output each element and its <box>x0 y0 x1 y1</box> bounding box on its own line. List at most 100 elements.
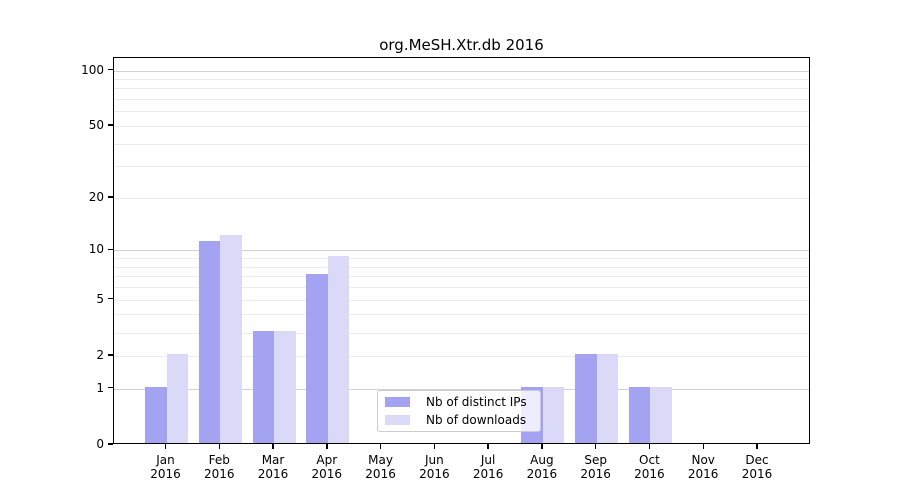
legend-swatch-distinct-ips <box>385 397 410 408</box>
x-tick-month: Jul <box>480 453 496 467</box>
y-tick-label-50: 50 <box>88 117 104 132</box>
x-tick-year: 2016 <box>687 467 719 481</box>
y-tick-20 <box>108 196 113 198</box>
x-tick-year: 2016 <box>203 467 235 481</box>
bar-downloads-aug <box>542 386 565 443</box>
bar-downloads-feb <box>220 234 242 443</box>
gridline-minor-40 <box>114 143 809 145</box>
x-tick-label-mar: Mar 2016 <box>241 453 305 481</box>
x-tick-year: 2016 <box>472 467 504 481</box>
x-tick-label-nov: Nov 2016 <box>671 453 735 481</box>
x-tick-year: 2016 <box>257 467 289 481</box>
x-tick-month: May <box>368 453 393 467</box>
x-tick-label-feb: Feb 2016 <box>187 453 251 481</box>
x-tick-apr <box>326 444 328 449</box>
gridline-minor-20 <box>114 197 809 199</box>
y-tick-label-0: 0 <box>96 437 104 451</box>
x-tick-label-jan: Jan 2016 <box>134 453 198 481</box>
x-tick-month: Oct <box>639 453 660 467</box>
bar-downloads-sep <box>596 353 619 443</box>
bar-downloads-apr <box>327 256 350 443</box>
x-tick-label-jun: Jun 2016 <box>402 453 466 481</box>
x-tick-month: Aug <box>530 453 554 467</box>
gridline-minor-90 <box>114 78 809 80</box>
x-tick-jul <box>487 444 489 449</box>
legend: Nb of distinct IPs Nb of downloads <box>377 390 541 432</box>
gridline-minor-60 <box>114 111 809 113</box>
bar-distinct-ips-feb <box>198 241 221 443</box>
gridline-minor-9 <box>114 258 809 260</box>
x-tick-month: Feb <box>208 453 230 467</box>
y-tick-100 <box>108 68 113 71</box>
x-tick-label-apr: Apr 2016 <box>295 453 359 481</box>
x-tick-year: 2016 <box>580 467 611 481</box>
gridline-major-10 <box>114 250 809 252</box>
bar-distinct-ips-apr <box>306 274 328 443</box>
legend-swatch-downloads <box>385 414 410 425</box>
y-tick-label-2: 2 <box>96 347 104 362</box>
y-tick-label-5: 5 <box>96 291 104 306</box>
y-tick-label-100: 100 <box>81 62 104 77</box>
x-tick-year: 2016 <box>365 467 396 481</box>
x-tick-label-sep: Sep 2016 <box>564 453 628 481</box>
x-tick-aug <box>541 444 543 449</box>
x-tick-year: 2016 <box>311 467 343 481</box>
x-tick-label-dec: Dec 2016 <box>725 453 789 481</box>
x-tick-month: Sep <box>584 453 607 467</box>
gridline-minor-6 <box>114 287 809 289</box>
x-tick-oct <box>648 444 651 449</box>
gridline-minor-7 <box>114 276 809 278</box>
x-tick-may <box>379 444 382 449</box>
bar-distinct-ips-sep <box>575 353 597 443</box>
gridline-major-100 <box>114 70 809 72</box>
gridline-minor-70 <box>114 99 809 101</box>
y-tick-10 <box>108 248 113 251</box>
gridline-minor-30 <box>114 166 809 168</box>
y-tick-1 <box>108 387 113 389</box>
bar-downloads-mar <box>274 330 296 443</box>
y-tick-2 <box>108 354 113 356</box>
y-tick-label-20: 20 <box>88 189 104 204</box>
x-tick-month: Jun <box>424 453 444 467</box>
x-tick-label-may: May 2016 <box>349 453 413 481</box>
x-tick-sep <box>594 444 597 449</box>
legend-row-distinct-ips: Nb of distinct IPs <box>385 394 533 410</box>
gridline-minor-80 <box>114 88 809 90</box>
bar-distinct-ips-jan <box>145 386 167 443</box>
gridline-minor-4 <box>114 314 809 316</box>
x-tick-year: 2016 <box>419 467 450 481</box>
x-tick-month: Apr <box>316 453 338 467</box>
plot-area <box>113 57 810 444</box>
legend-label-downloads: Nb of downloads <box>426 412 527 427</box>
y-tick-0 <box>108 443 113 445</box>
x-tick-jan <box>164 444 167 449</box>
x-tick-jun <box>433 444 436 449</box>
bar-distinct-ips-oct <box>628 386 651 443</box>
x-tick-feb <box>218 444 220 449</box>
gridline-major-1 <box>114 388 809 390</box>
x-tick-label-oct: Oct 2016 <box>617 453 681 481</box>
gridline-minor-50 <box>114 125 809 127</box>
gridline-minor-5 <box>114 299 809 301</box>
x-tick-label-jul: Jul 2016 <box>456 453 520 481</box>
x-tick-year: 2016 <box>741 467 773 481</box>
y-tick-label-10: 10 <box>88 242 104 257</box>
legend-label-distinct-ips: Nb of distinct IPs <box>426 395 527 410</box>
x-tick-month: Jan <box>156 453 175 467</box>
bar-downloads-jan <box>166 353 188 443</box>
y-tick-label-1: 1 <box>96 380 104 395</box>
bar-distinct-ips-mar <box>252 330 275 443</box>
x-tick-month: Dec <box>745 453 769 467</box>
x-tick-month: Mar <box>261 453 285 467</box>
gridline-minor-3 <box>114 332 809 334</box>
x-tick-year: 2016 <box>150 467 181 481</box>
gridline-minor-2 <box>114 355 809 357</box>
x-tick-month: Nov <box>691 453 715 467</box>
y-tick-50 <box>108 124 113 126</box>
x-tick-nov <box>702 444 704 449</box>
x-tick-dec <box>756 444 758 449</box>
bar-downloads-oct <box>650 386 672 443</box>
y-tick-5 <box>108 297 113 300</box>
legend-row-downloads: Nb of downloads <box>385 412 533 428</box>
